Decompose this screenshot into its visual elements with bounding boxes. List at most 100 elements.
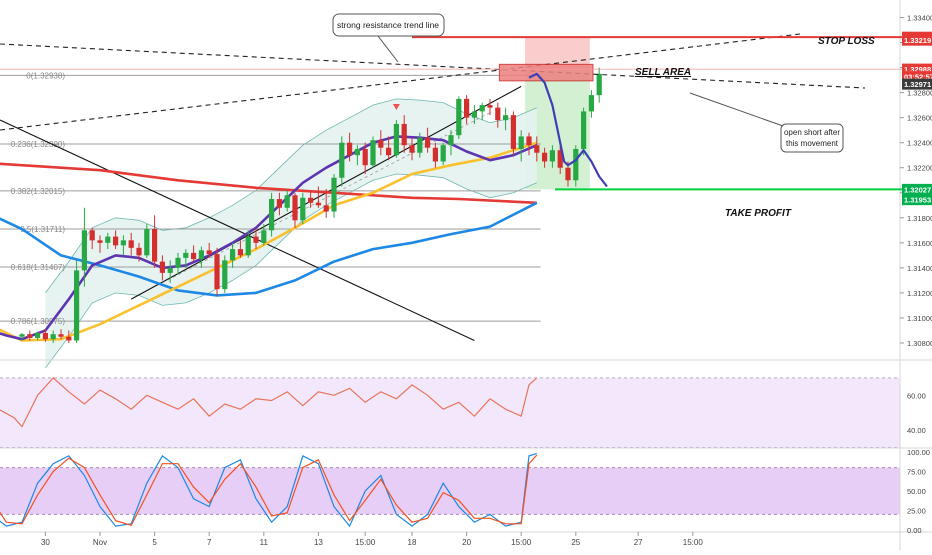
time-tick-label: 13 [314, 538, 323, 547]
candle-body [315, 202, 321, 206]
candle-body [362, 148, 368, 166]
candle-body [284, 195, 290, 208]
candle-body [144, 229, 150, 256]
sell-signal-marker [392, 104, 400, 110]
sell-area-label: SELL AREA [635, 67, 691, 78]
descending-trendline [0, 119, 475, 341]
candle-body [167, 267, 173, 273]
candle-body [58, 334, 64, 337]
candle-body [105, 236, 111, 243]
time-tick-label: 20 [462, 538, 471, 547]
candle-body [393, 123, 399, 156]
candle-body [401, 123, 407, 146]
candle-body [354, 148, 360, 156]
time-tick-label: 18 [408, 538, 417, 547]
price-tick-label: 1.30800 [907, 339, 932, 348]
candle-body [456, 98, 462, 136]
candle-body [526, 136, 532, 146]
stoch-d-line [0, 454, 538, 527]
candle-body [581, 111, 587, 149]
candle-body [534, 145, 540, 153]
time-tick-label: Nov [93, 538, 107, 547]
price-tick-label: 1.32400 [907, 139, 932, 148]
time-tick-label: 25 [571, 538, 580, 547]
fib-level-label: 0.236(1.32390) [11, 140, 66, 149]
candle-body [276, 199, 282, 208]
ema-100-line [0, 201, 538, 297]
rsi-line [0, 377, 538, 428]
candle-body [35, 332, 41, 338]
candle-body [510, 115, 516, 149]
candle-body [565, 167, 571, 181]
price-tick-label: 1.32600 [907, 114, 932, 123]
fib-level-label: 0.5(1.31711) [20, 225, 65, 234]
candle-body [191, 252, 197, 260]
candle-body [518, 136, 524, 149]
price-badge-label: 1.33219 [904, 36, 931, 45]
stop-loss-zone [525, 37, 590, 70]
candle-body [479, 105, 485, 112]
candle-body [237, 249, 243, 256]
candle-body [230, 249, 236, 261]
time-tick-label: 11 [260, 538, 269, 547]
candle-body [331, 177, 337, 212]
price-tick-label: 1.31400 [907, 264, 932, 273]
price-badge-label: 1.32988 [904, 65, 931, 74]
candle-body [409, 145, 415, 153]
stoch-tick-label: 75.00 [907, 468, 926, 477]
candle-body [557, 150, 563, 168]
candle-body [136, 247, 142, 256]
projected-price-path [528, 72, 608, 188]
candle-body [425, 137, 431, 148]
candle-body [386, 147, 392, 156]
candle-body [308, 197, 314, 203]
take-profit-label: TAKE PROFIT [725, 208, 792, 219]
candle-body [573, 148, 579, 181]
bollinger-upper [45, 98, 537, 294]
price-badge [902, 194, 932, 206]
resistance-callout-pointer [377, 35, 399, 63]
plot-area: 0(1.32938) 0.236(1.32390) 0.382(1.32015) 0.… [0, 33, 900, 528]
price-tick-label: 1.31000 [907, 314, 932, 323]
time-tick-label: 30 [41, 538, 50, 547]
candle-body [128, 240, 134, 248]
candle-body [300, 197, 306, 221]
resistance-callout-text: strong resistance trend line [337, 20, 439, 30]
time-tick-label: 5 [152, 538, 157, 547]
short-note-text-line: this movement [786, 139, 839, 148]
price-badge-label: 1.32971 [904, 80, 931, 89]
time-tick-label: 7 [207, 538, 212, 547]
candle-body [596, 73, 602, 96]
candle-body [198, 250, 204, 260]
candle-body [269, 199, 275, 231]
rsi-tick-label: 40.00 [907, 426, 926, 435]
candle-body [74, 270, 80, 341]
sell-area-box [498, 63, 594, 82]
candle-body [542, 152, 548, 162]
candle-body [378, 140, 384, 148]
candle-body [50, 334, 56, 340]
rsi-tick-label: 60.00 [907, 391, 926, 400]
stoch-tick-label: 0.00 [907, 526, 922, 535]
resistance-trendline-upper [0, 43, 866, 89]
candle-body [27, 334, 33, 338]
stoch-band [0, 467, 900, 515]
candle-body [261, 230, 267, 243]
candle-body [89, 230, 95, 241]
candle-body [339, 142, 345, 178]
price-tick-label: 1.31600 [907, 239, 932, 248]
candle-body [464, 98, 470, 118]
bollinger-band-fill [45, 98, 537, 369]
price-badge-label: 1.31953 [904, 196, 931, 205]
stoch-tick-label: 100.00 [907, 448, 930, 457]
candle-body [495, 107, 501, 121]
candle-body [448, 135, 454, 146]
candle-body [120, 240, 126, 246]
short-note-box [780, 123, 844, 153]
stoch-tick-label: 25.00 [907, 507, 926, 516]
candle-body [19, 334, 25, 337]
candle-body [113, 236, 119, 246]
ema-50-line [0, 141, 538, 342]
